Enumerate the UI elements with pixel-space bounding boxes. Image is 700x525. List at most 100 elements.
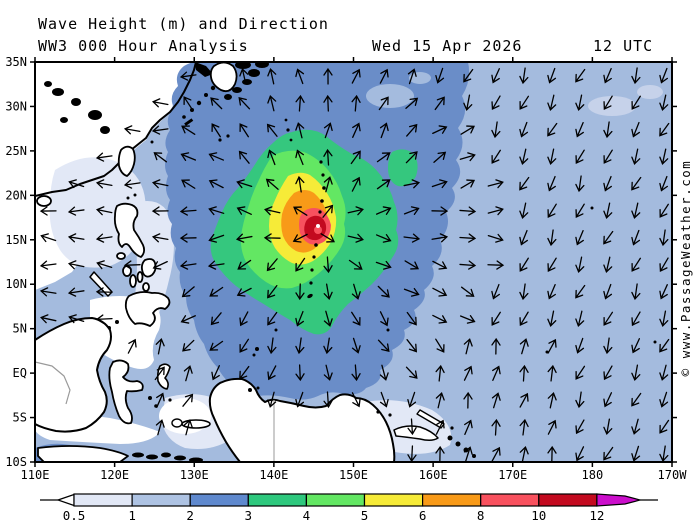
wave-arrow	[323, 337, 333, 355]
wave-arrow	[266, 258, 278, 272]
wave-arrow	[320, 233, 335, 243]
wave-arrow	[460, 179, 476, 189]
wave-arrow	[491, 311, 501, 326]
wave-arrow	[463, 94, 473, 112]
wave-arrow	[236, 179, 253, 189]
valid-date: Wed 15 Apr 2026	[372, 37, 522, 55]
wave-arrow	[295, 310, 304, 327]
wave-arrow	[463, 446, 473, 462]
china-lakes	[44, 81, 110, 134]
wave-arrow	[547, 445, 557, 462]
wave-arrow	[519, 283, 529, 301]
cbar-tick-8: 8	[477, 508, 485, 523]
wave-arrow	[575, 419, 585, 435]
wave-arrow	[603, 95, 613, 110]
wave-arrow	[295, 122, 305, 139]
wave-arrow	[659, 338, 670, 353]
lat-label-10N: 10N	[5, 277, 27, 291]
wave-arrow	[239, 338, 250, 353]
wave-arrow	[238, 150, 250, 164]
wave-arrow	[519, 392, 529, 408]
lat-label-10S: 10S	[5, 455, 27, 469]
wave-arrow	[603, 175, 612, 192]
wave-arrow	[375, 234, 392, 243]
wave-arrow	[435, 338, 445, 353]
wave-arrow	[323, 148, 333, 166]
wave-arrow	[403, 233, 421, 243]
wave-arrow	[323, 176, 333, 193]
wave-arrow	[67, 287, 85, 297]
wave-arrow	[237, 259, 252, 270]
wave-arrow	[347, 233, 364, 243]
wave-arrow	[431, 206, 449, 216]
lat-label-30N: 30N	[5, 99, 27, 113]
wave-arrow	[323, 67, 333, 85]
wave-arrow	[267, 365, 277, 381]
cbar-segment-2-3	[189, 493, 249, 507]
wave-arrow	[631, 364, 641, 382]
wave-arrow	[547, 338, 557, 354]
wave-arrow	[603, 230, 614, 245]
wave-arrow	[95, 314, 113, 324]
wave-arrow	[659, 175, 669, 192]
wave-arrow	[631, 311, 641, 327]
cbar-tick-1: 1	[128, 508, 136, 523]
wave-arrow	[153, 152, 168, 163]
wave-arrow	[519, 229, 528, 246]
wave-arrow	[267, 311, 278, 326]
wave-arrow	[519, 121, 529, 138]
buru	[171, 418, 183, 428]
wave-arrow	[293, 206, 308, 216]
wave-arrow	[575, 68, 586, 83]
cbar-segment-10-12	[538, 493, 598, 507]
storm-eye	[316, 224, 320, 228]
wave-arrow	[491, 446, 501, 462]
wave-arrow	[151, 206, 169, 216]
lon-label-140E: 140E	[259, 468, 288, 482]
sulawesi	[108, 359, 144, 425]
wave-arrow	[431, 179, 448, 189]
wave-arrow	[491, 68, 500, 84]
wave-arrow	[208, 233, 225, 243]
wave-height-colorbar: 0.5 1 2 3 4 5 6 8 10 12	[40, 493, 658, 523]
lon-label-180: 180	[582, 468, 604, 482]
wave-arrow	[547, 283, 556, 300]
wave-arrow	[631, 338, 640, 354]
wave-arrow	[631, 445, 641, 462]
wave-arrow	[180, 152, 197, 161]
wave-arrow	[180, 315, 196, 324]
wave-arrow	[433, 151, 447, 163]
wave-arrow	[154, 366, 165, 381]
light-patch	[588, 96, 636, 116]
wave-arrow	[547, 392, 557, 409]
lesser-sunda	[132, 452, 203, 462]
cbar-tick-3: 3	[245, 508, 253, 523]
wave-arrow	[463, 391, 473, 409]
borneo	[35, 317, 112, 433]
wave-arrow	[603, 365, 613, 381]
wave-arrow	[631, 392, 642, 407]
wave-arrow	[264, 206, 281, 216]
wave-arrow	[431, 233, 449, 243]
wave-arrow	[659, 257, 669, 273]
wave-arrow	[179, 260, 197, 270]
wave-arrow	[181, 286, 195, 298]
wave-arrow	[403, 179, 421, 189]
wave-arrow	[210, 97, 223, 110]
wave-arrow	[179, 233, 197, 243]
wave-arrow	[239, 123, 250, 138]
wave-arrow	[631, 67, 641, 85]
lat-label-5N: 5N	[13, 322, 27, 336]
wave-arrow	[434, 96, 445, 111]
wave-arrow	[547, 364, 557, 382]
wave-arrow	[519, 67, 529, 85]
wave-arrow	[406, 123, 418, 137]
cbar-segment-3-4	[247, 493, 308, 507]
wave-arrow	[575, 149, 585, 164]
wave-arrow	[603, 121, 613, 139]
wave-arrow	[183, 96, 194, 111]
wave-arrow	[405, 97, 419, 109]
wave-arrow	[547, 419, 557, 435]
